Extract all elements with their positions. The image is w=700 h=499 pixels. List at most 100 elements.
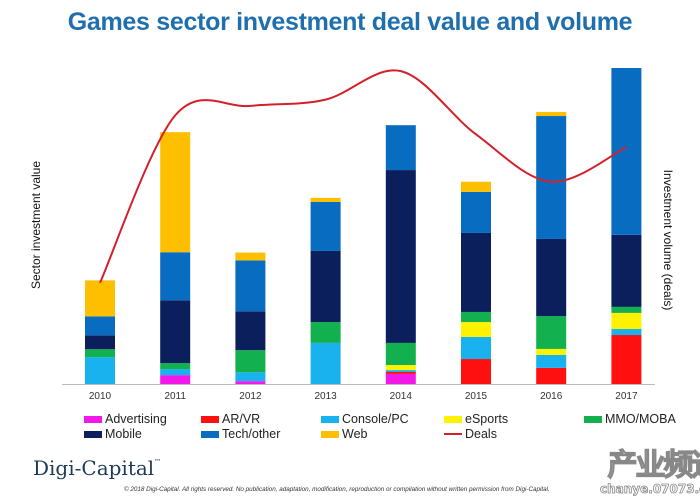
legend-swatch <box>584 415 602 423</box>
legend-label: eSports <box>465 412 509 426</box>
legend-label: Advertising <box>105 412 167 426</box>
watermark-main: 产业频道 <box>607 448 700 483</box>
bar-2014-console-pc <box>385 370 416 372</box>
bar-2010-console-pc <box>85 357 115 384</box>
legend-item-console-pc: Console/PC <box>321 412 409 426</box>
bar-2010-web <box>85 280 115 317</box>
legend-item-esports: eSports <box>444 412 508 426</box>
bar-2012-mobile <box>235 311 266 351</box>
x-tick-label: 2010 <box>89 391 112 402</box>
bar-2011-web <box>160 132 191 253</box>
legend-swatch <box>444 433 462 435</box>
x-tick-label: 2012 <box>239 391 262 402</box>
bar-2012-tech-other <box>235 260 266 312</box>
bar-2015-web <box>461 181 491 192</box>
stacked-bar-chart: 2010 2011 2012 2013 2014 2015 2016 2017 <box>62 68 655 402</box>
logo-text: Digi-Capital <box>33 456 155 480</box>
legend-label: Mobile <box>105 427 142 441</box>
bar-2014-mobile <box>385 170 416 343</box>
bar-2015-mmo-moba <box>461 311 491 323</box>
bar-stack-2011 <box>160 132 191 384</box>
bar-2010-mmo-moba <box>85 349 115 358</box>
digi-capital-logo: Digi-Capital™ <box>33 456 161 480</box>
legend-swatch <box>321 430 339 438</box>
bar-2017-console-pc <box>611 329 642 336</box>
legend-label: Deals <box>465 427 497 441</box>
legend-label: MMO/MOBA <box>605 412 676 426</box>
bar-2017-mmo-moba <box>611 306 642 313</box>
bar-stack-2017 <box>611 68 642 384</box>
watermark-url: chanye.07073.com <box>600 482 700 497</box>
bar-2013-mobile <box>310 250 341 323</box>
bar-2011-advertising <box>160 375 191 384</box>
bar-2013-console-pc <box>310 342 341 384</box>
bar-2012-advertising <box>235 381 266 384</box>
legend-item-tech-other: Tech/other <box>201 427 280 441</box>
bar-2017-esports <box>611 312 642 330</box>
bar-2015-esports <box>461 322 491 337</box>
copyright-notice: © 2018 Digi-Capital. All rights reserved… <box>124 486 550 493</box>
x-tick-label: 2014 <box>390 391 413 402</box>
legend-label: AR/VR <box>222 412 261 426</box>
legend-item-mobile: Mobile <box>84 427 142 441</box>
bar-2012-web <box>235 252 266 261</box>
x-tick-label: 2017 <box>615 391 638 402</box>
chart-title: Games sector investment deal value and v… <box>67 8 633 36</box>
legend-swatch <box>201 415 219 423</box>
bar-2011-console-pc <box>160 369 191 376</box>
legend-label: Tech/other <box>222 427 281 441</box>
bar-2011-mmo-moba <box>160 363 191 370</box>
x-tick-label: 2015 <box>465 391 488 402</box>
bar-2013-web <box>310 197 341 202</box>
bar-2012-mmo-moba <box>235 350 266 373</box>
watermark: 产业频道 chanye.07073.com <box>600 448 700 497</box>
bar-2010-mobile <box>85 335 115 350</box>
bar-2011-tech-other <box>160 252 191 301</box>
bar-stack-2014 <box>385 125 416 384</box>
legend-item-mmo-moba: MMO/MOBA <box>584 412 676 426</box>
legend-item-deals: Deals <box>444 427 497 441</box>
bar-2015-console-pc <box>461 336 491 360</box>
bar-2016-mmo-moba <box>536 316 567 349</box>
bar-stack-2012 <box>235 252 266 384</box>
bar-2014-tech-other <box>385 125 416 171</box>
bar-2010-tech-other <box>85 316 115 336</box>
legend-item-advertising: Advertising <box>84 412 167 426</box>
bar-stack-2015 <box>461 181 491 384</box>
bar-2013-mmo-moba <box>310 322 341 343</box>
bar-2014-esports <box>385 365 416 371</box>
legend-item-ar-vr: AR/VR <box>201 412 260 426</box>
legend-swatch <box>84 430 102 438</box>
bar-2013-tech-other <box>310 201 341 251</box>
bar-2016-tech-other <box>536 116 567 239</box>
legend-swatch <box>84 415 102 423</box>
bar-2012-console-pc <box>235 372 266 382</box>
bar-stack-2010 <box>85 280 115 384</box>
bar-2014-advertising <box>385 373 416 384</box>
bar-2015-ar-vr <box>461 359 491 384</box>
bar-2015-mobile <box>461 232 491 312</box>
legend-swatch <box>201 430 219 438</box>
legend-item-web: Web <box>321 427 367 441</box>
bar-2017-ar-vr <box>611 335 642 384</box>
legend-label: Console/PC <box>342 412 409 426</box>
x-tick-label: 2013 <box>314 391 337 402</box>
bar-2016-esports <box>536 348 567 355</box>
trademark-mark: ™ <box>154 458 162 466</box>
bars-group <box>85 68 642 384</box>
deals-line <box>99 69 627 284</box>
legend-swatch <box>444 415 462 423</box>
bar-2016-mobile <box>536 238 567 317</box>
x-tick-labels: 2010 2011 2012 2013 2014 2015 2016 2017 <box>89 391 638 402</box>
legend-label: Web <box>342 427 368 441</box>
bar-2017-mobile <box>611 234 642 307</box>
x-tick-label: 2016 <box>540 391 563 402</box>
bar-2014-ar-vr <box>385 371 416 374</box>
bar-stack-2013 <box>310 197 341 384</box>
bar-stack-2016 <box>536 111 567 384</box>
bar-2017-tech-other <box>611 68 642 235</box>
bar-2011-mobile <box>160 300 191 364</box>
bar-2014-mmo-moba <box>385 342 416 366</box>
bar-2016-console-pc <box>536 354 567 368</box>
x-tick-label: 2011 <box>164 391 186 402</box>
